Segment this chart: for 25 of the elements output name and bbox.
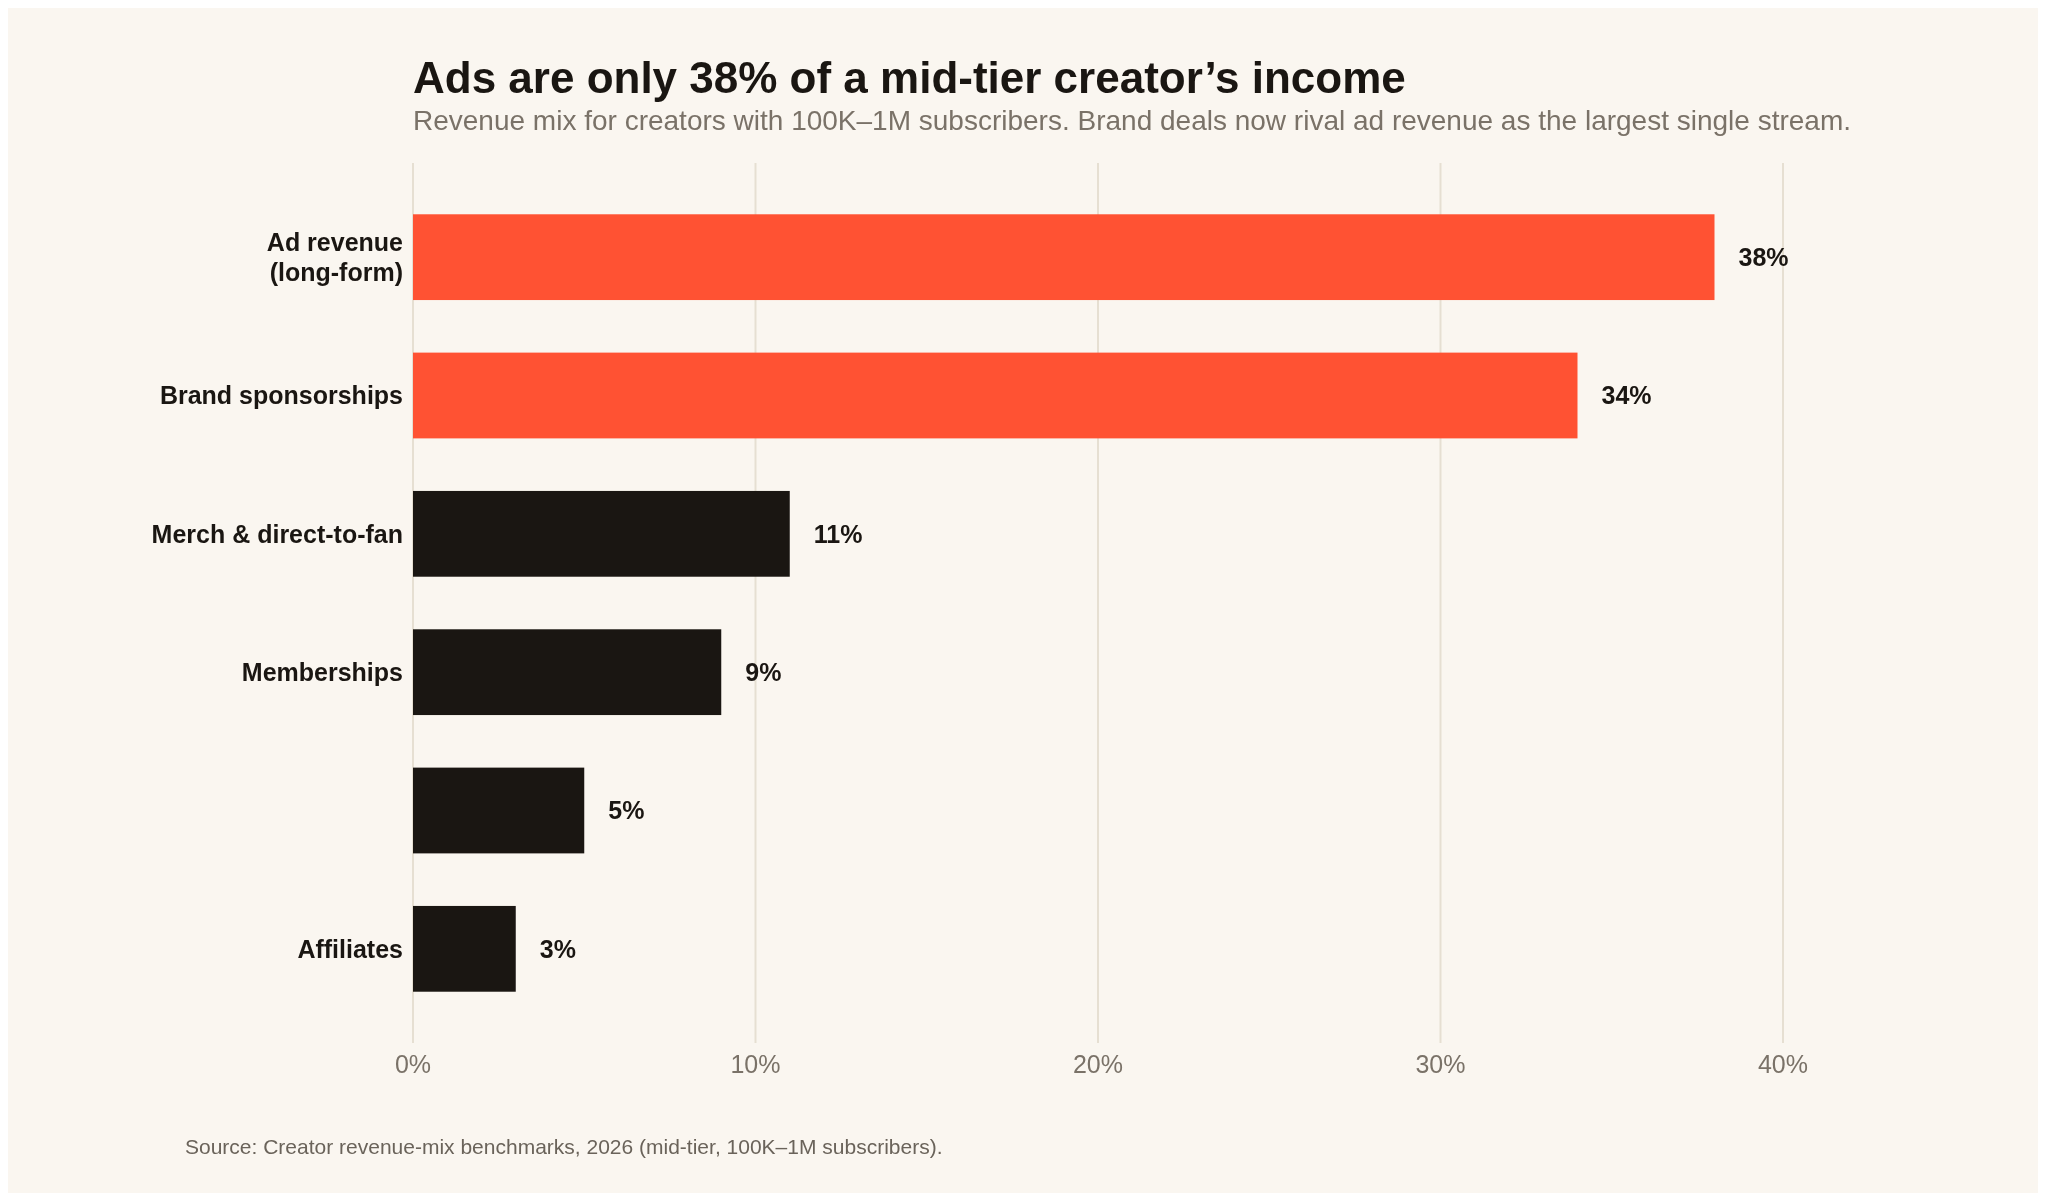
chart-title: Ads are only 38% of a mid-tier creator’s income xyxy=(413,53,1406,102)
x-tick-label: 0% xyxy=(394,1050,432,1078)
data-label: 38% xyxy=(1738,242,1789,271)
bar xyxy=(413,905,516,992)
y-tick-label: Ad revenue (long-form) xyxy=(266,227,404,286)
bar xyxy=(413,490,790,577)
x-tick-label: 40% xyxy=(1757,1050,1809,1078)
x-tick-label: 20% xyxy=(1072,1050,1124,1078)
bar xyxy=(413,214,1715,301)
y-tick-label: Merch & direct-to-fan xyxy=(151,519,403,548)
bar xyxy=(413,629,722,716)
data-label: 9% xyxy=(745,657,782,686)
bar xyxy=(413,352,1578,439)
data-label: 34% xyxy=(1601,381,1652,410)
y-tick-label: Brand sponsorships xyxy=(159,381,403,410)
x-tick-label: 10% xyxy=(730,1050,781,1078)
data-label: 11% xyxy=(813,519,863,548)
y-tick-label: Affiliates xyxy=(297,934,403,963)
x-tick-label: 30% xyxy=(1415,1050,1466,1078)
data-label: 3% xyxy=(539,934,576,963)
data-label: 5% xyxy=(608,796,645,825)
chart-subtitle: Revenue mix for creators with 100K–1M subscribers. Brand deals now rival ad revenue as the largest single stream. xyxy=(413,105,1852,136)
bar xyxy=(413,767,585,854)
source-note: Source: Creator revenue-mix benchmarks, 2026 (mid-tier, 100K–1M subscribers). xyxy=(185,1135,943,1158)
y-tick-label: Memberships xyxy=(241,657,403,686)
